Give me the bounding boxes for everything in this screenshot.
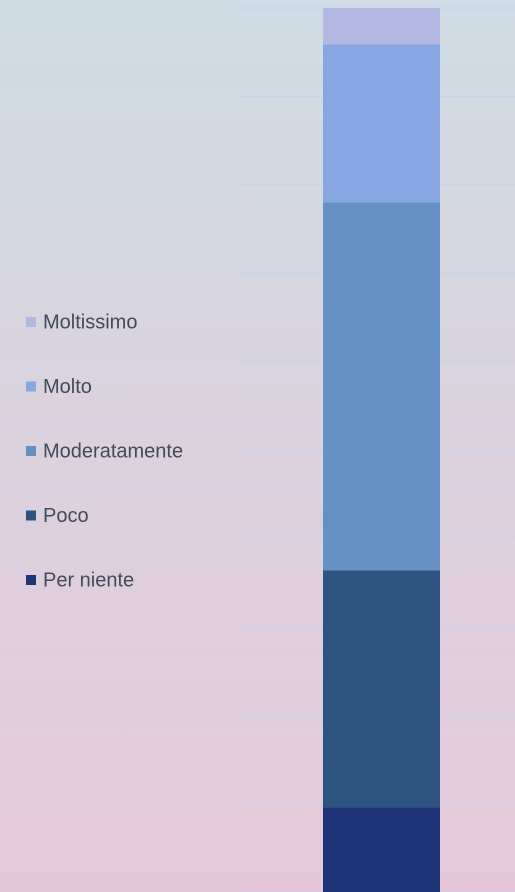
legend-swatch [26,446,36,456]
bar-segment [323,202,440,571]
bar-segment [323,807,440,892]
bar-segment [323,44,440,203]
legend-label: Poco [43,505,89,527]
legend-label: Moderatamente [43,440,183,462]
legend-swatch [26,317,36,327]
legend-swatch [26,510,36,521]
bar-segment [323,570,440,808]
bar-segment [323,8,440,45]
legend-swatch [26,381,36,392]
legend-label: Per niente [43,569,134,591]
legend-label: Molto [43,376,92,398]
legend-label: Moltissimo [43,311,137,333]
legend-swatch [26,575,36,585]
